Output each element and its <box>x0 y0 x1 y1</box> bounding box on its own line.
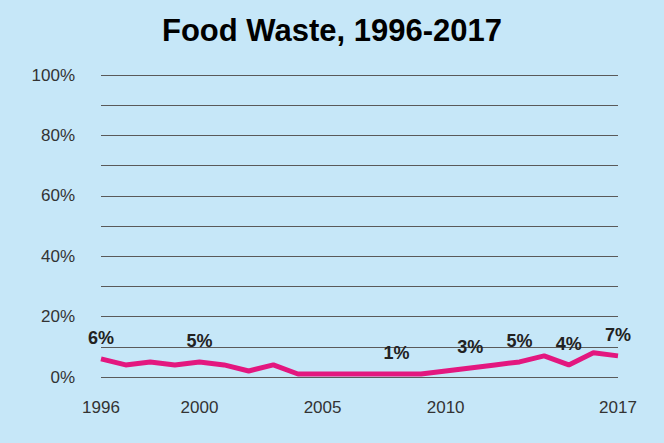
svg-text:6%: 6% <box>88 328 114 348</box>
svg-text:4%: 4% <box>556 334 582 354</box>
svg-text:2005: 2005 <box>304 398 342 417</box>
svg-text:Food Waste, 1996-2017: Food Waste, 1996-2017 <box>162 13 502 48</box>
svg-text:5%: 5% <box>507 331 533 351</box>
svg-text:1996: 1996 <box>82 398 120 417</box>
svg-text:100%: 100% <box>32 66 75 85</box>
svg-text:60%: 60% <box>41 186 75 205</box>
svg-text:80%: 80% <box>41 126 75 145</box>
svg-text:7%: 7% <box>605 325 631 345</box>
svg-text:2017: 2017 <box>599 398 637 417</box>
svg-text:2000: 2000 <box>181 398 219 417</box>
svg-text:0%: 0% <box>50 368 75 387</box>
svg-text:5%: 5% <box>186 331 212 351</box>
svg-text:3%: 3% <box>457 337 483 357</box>
svg-text:40%: 40% <box>41 247 75 266</box>
svg-text:1%: 1% <box>383 343 409 363</box>
svg-text:2010: 2010 <box>427 398 465 417</box>
svg-text:20%: 20% <box>41 307 75 326</box>
